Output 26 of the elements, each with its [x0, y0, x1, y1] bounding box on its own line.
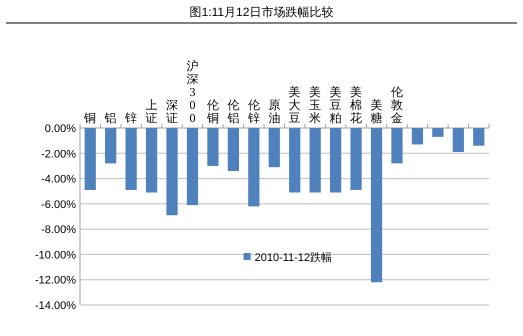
y-tick-label: -14.00%: [35, 300, 76, 312]
x-tick-label: 铜: [84, 111, 96, 125]
x-tick-label: 伦铜: [206, 98, 219, 125]
y-tick-label: -2.00%: [41, 148, 76, 160]
y-tick-label: -6.00%: [41, 198, 76, 211]
x-tick-label: 美大豆: [288, 85, 301, 125]
x-tick-label: 伦锌: [248, 98, 260, 125]
y-tick-label: 0.00%: [44, 123, 76, 135]
x-tick-label: 深证: [166, 98, 178, 125]
y-tick-label: -10.00%: [35, 249, 76, 262]
x-tick-label: 锌: [125, 111, 138, 125]
x-tick-label: 美棉花: [350, 85, 362, 125]
y-tick-label: -12.00%: [35, 274, 76, 287]
x-tick-label: 铝: [104, 111, 117, 125]
y-tick-label: -8.00%: [41, 224, 76, 236]
x-tick-label: 上证: [146, 98, 158, 125]
x-tick-label: 美玉米: [309, 85, 322, 125]
legend-label: 2010-11-12跌幅: [254, 252, 332, 264]
y-tick-label: -4.00%: [41, 174, 76, 186]
x-tick-label: 伦敦金: [390, 85, 403, 125]
x-tick-label: 原油: [268, 98, 280, 125]
x-tick-label: 美豆粕: [330, 85, 342, 125]
x-tick-label: 沪深300: [186, 59, 198, 125]
x-tick-label: 美糖: [370, 98, 383, 125]
title: 图1:11月12日市场跌幅比较: [190, 5, 334, 19]
x-tick-label: 伦铝: [227, 98, 240, 125]
